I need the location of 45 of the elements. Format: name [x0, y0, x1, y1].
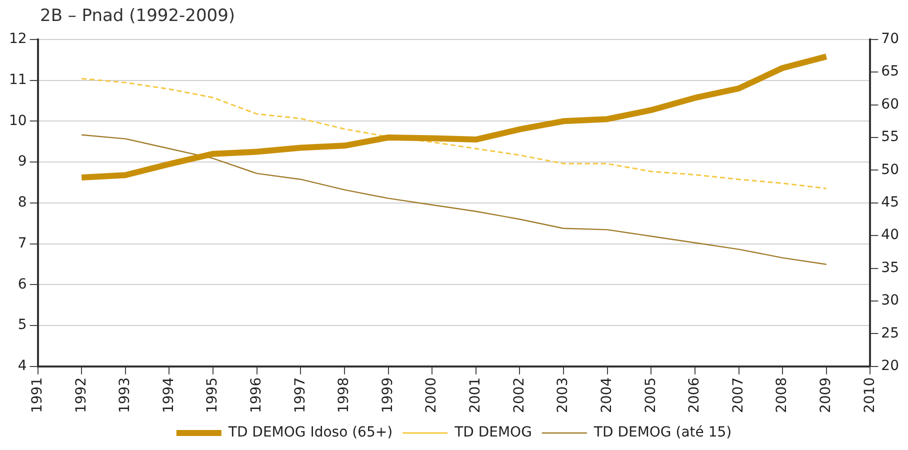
y2-tick-label: 60 [881, 96, 900, 112]
x-tick-label: 1999 [380, 377, 396, 414]
x-tick-label: 1991 [29, 377, 46, 414]
x-tick-label: 2008 [774, 377, 790, 414]
y-tick-label: 11 [8, 72, 27, 88]
y2-tick-label: 45 [881, 194, 900, 211]
x-tick-label: 2010 [862, 377, 878, 414]
x-tick-label: 1998 [336, 377, 352, 414]
x-tick-label: 1997 [292, 377, 308, 414]
x-tick-label: 2003 [555, 377, 572, 414]
y-tick-label: 10 [8, 112, 27, 129]
x-tick-label: 2001 [468, 377, 484, 414]
x-tick-label: 2000 [424, 377, 440, 414]
x-tick-label: 1996 [248, 377, 264, 414]
legend-label: TD DEMOG [454, 424, 532, 441]
y2-tick-label: 40 [881, 227, 900, 244]
y-tick-label: 5 [18, 317, 27, 334]
x-tick-label: 1995 [204, 377, 221, 414]
legend-label: TD DEMOG (até 15) [592, 424, 732, 441]
y-tick-label: 9 [18, 154, 27, 170]
x-tick-label: 1992 [73, 377, 90, 414]
x-tick-label: 2009 [818, 377, 834, 414]
x-tick-label: 2004 [598, 377, 615, 414]
y2-tick-label: 65 [881, 64, 900, 80]
x-tick-label: 2006 [686, 377, 703, 414]
x-tick-label: 2007 [730, 377, 746, 414]
y-tick-label: 4 [18, 358, 27, 374]
y2-tick-label: 55 [881, 129, 900, 146]
x-tick-label: 1993 [117, 377, 134, 414]
y2-tick-label: 20 [881, 358, 900, 374]
line-series [80, 78, 828, 190]
x-tick-label: 2002 [511, 377, 528, 414]
y-tick-label: 6 [18, 276, 27, 292]
y-tick-label: 7 [18, 235, 27, 252]
x-tick-label: 1994 [160, 377, 177, 414]
y-tick-label: 12 [8, 31, 27, 48]
y-tick-label: 8 [18, 194, 27, 211]
chart-title: 2B – Pnad (1992-2009) [40, 6, 236, 26]
legend-label: TD DEMOG Idoso (65+) [227, 424, 393, 441]
y2-tick-label: 25 [881, 325, 900, 342]
y2-tick-label: 70 [881, 31, 900, 48]
y2-tick-label: 30 [881, 292, 900, 309]
y2-tick-label: 35 [881, 260, 900, 276]
x-tick-label: 2005 [642, 377, 659, 414]
y2-tick-label: 50 [881, 162, 900, 178]
